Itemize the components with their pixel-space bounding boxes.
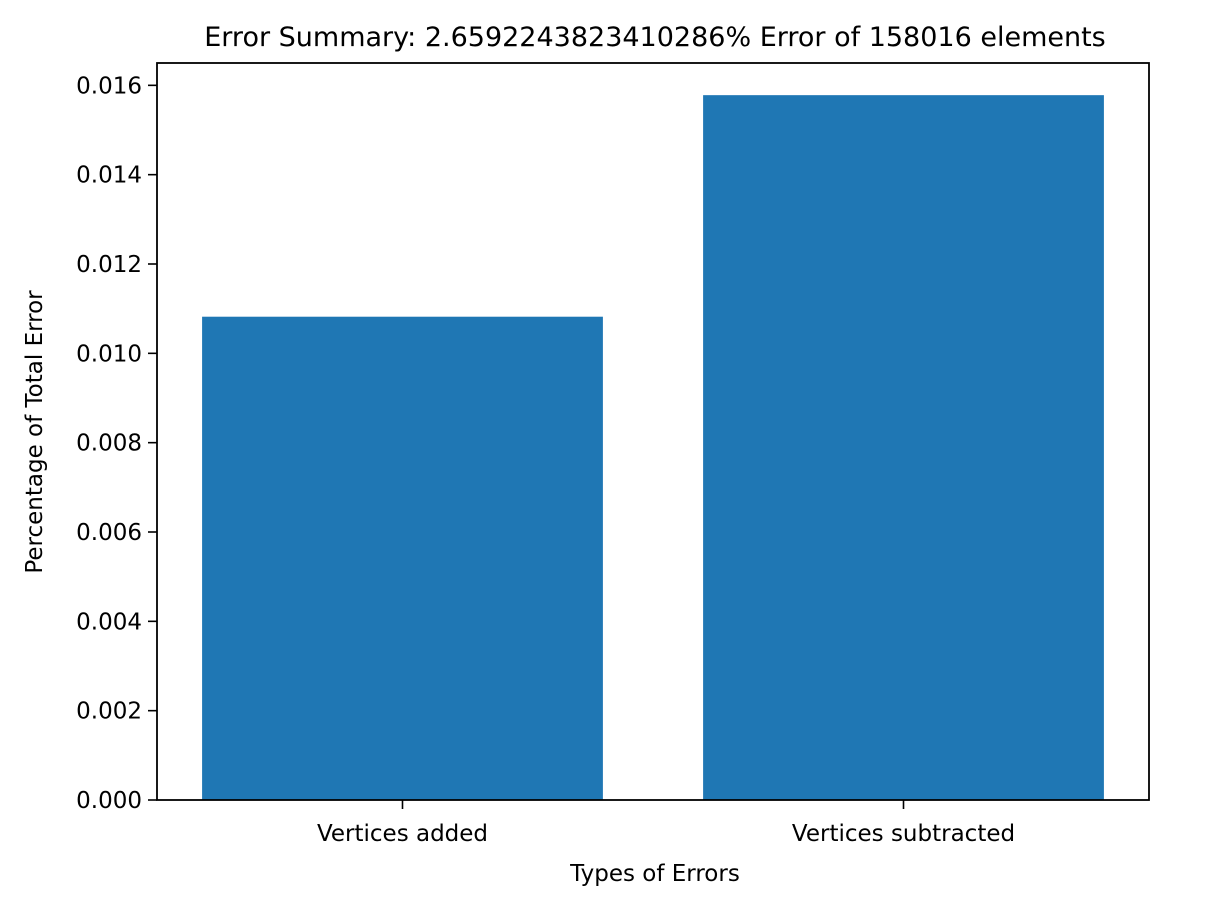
y-tick-label: 0.002 <box>76 699 142 725</box>
y-tick-label: 0.012 <box>76 252 142 278</box>
bar-vertices-subtracted <box>703 95 1104 800</box>
bars-group <box>202 95 1104 800</box>
y-tick-label: 0.016 <box>76 73 142 99</box>
y-tick-label: 0.008 <box>76 431 142 457</box>
plot-frame <box>156 62 1150 801</box>
y-tick-label: 0.010 <box>76 341 142 367</box>
x-tick-label: Vertices added <box>317 821 488 847</box>
y-tick-label: 0.006 <box>76 520 142 546</box>
x-axis-ticks: Vertices added Vertices subtracted <box>317 800 1015 847</box>
bar-vertices-added <box>202 316 603 800</box>
chart-title: Error Summary: 2.6592243823410286% Error… <box>204 22 1106 53</box>
y-tick-label: 0.014 <box>76 163 142 189</box>
y-axis-label: Percentage of Total Error <box>22 290 48 574</box>
x-axis-label: Types of Errors <box>569 861 740 887</box>
y-tick-label: 0.004 <box>76 609 142 635</box>
y-tick-label: 0.000 <box>76 788 142 814</box>
x-tick-label: Vertices subtracted <box>792 821 1015 847</box>
y-axis-ticks: 0.000 0.002 0.004 0.006 0.008 0.010 0.012 0.014… <box>76 73 157 814</box>
